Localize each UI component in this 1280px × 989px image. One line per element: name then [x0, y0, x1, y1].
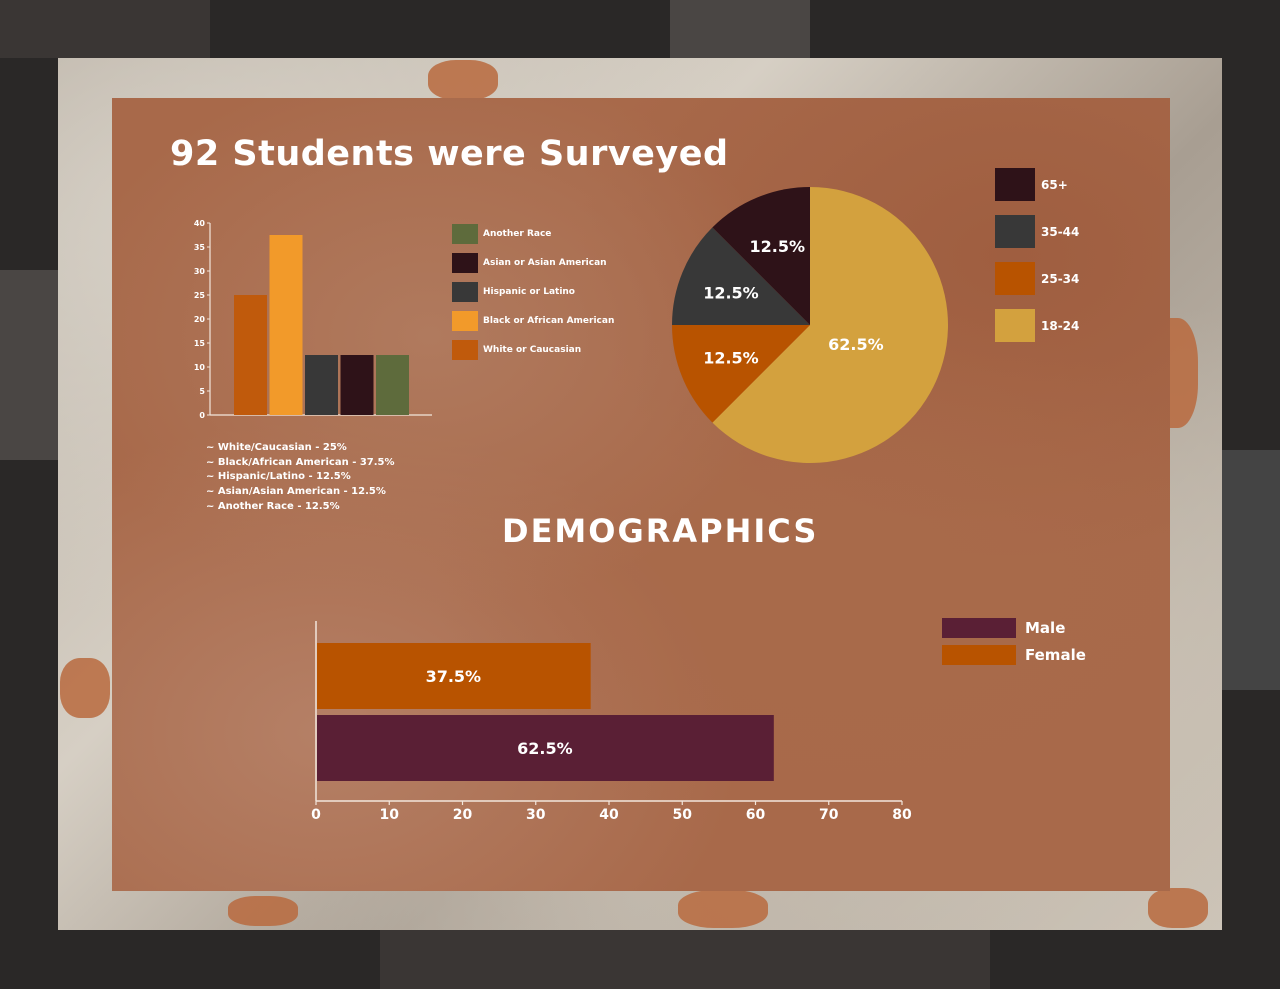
legend-item: White or Caucasian [452, 340, 581, 360]
legend-label: 35-44 [1041, 224, 1080, 239]
background-strip [0, 0, 210, 58]
background-strip [1222, 450, 1280, 690]
race-note: ~ Another Race - 12.5% [206, 500, 340, 512]
legend-item: Hispanic or Latino [452, 282, 575, 302]
y-tick-label: 40 [194, 219, 206, 228]
bar-black-or-african-american [269, 235, 303, 415]
bar-male [317, 715, 774, 781]
marble-vein [1148, 888, 1208, 928]
y-tick-label: 15 [194, 339, 206, 348]
marble-vein [428, 60, 498, 100]
y-tick-label: 20 [194, 315, 206, 324]
x-tick-label: 60 [746, 807, 766, 823]
race-notes: ~ White/Caucasian - 25% ~ Black/African … [206, 441, 395, 515]
y-tick-label: 25 [194, 291, 206, 300]
legend-swatch [452, 340, 478, 360]
pie-value-label: 12.5% [703, 283, 759, 302]
demographics-heading: DEMOGRAPHICS [502, 512, 819, 550]
pie-value-label: 62.5% [828, 335, 884, 354]
gender-bar-chart: 0 10 20 30 40 50 60 70 80 37.5% 62.5% [311, 621, 912, 823]
y-tick-label: 30 [194, 267, 206, 276]
age-pie-chart: 62.5% 12.5% 12.5% 12.5% [672, 187, 948, 463]
background-strip [380, 930, 990, 989]
legend-swatch [995, 262, 1035, 295]
legend-label: Another Race [483, 229, 552, 239]
x-tick-label: 70 [819, 807, 839, 823]
legend-swatch [452, 311, 478, 331]
marble-vein [60, 658, 110, 718]
page-title: 92 Students were Surveyed [170, 134, 729, 174]
legend-item: Female [942, 645, 1086, 665]
x-tick-label: 20 [453, 807, 473, 823]
pie-slice-25-34 [672, 325, 810, 423]
legend-swatch [452, 282, 478, 302]
age-legend: 65+ 35-44 25-34 18-24 [995, 168, 1115, 348]
legend-label: 25-34 [1041, 271, 1080, 286]
pie-slice-65plus [712, 187, 810, 325]
legend-label: Black or African American [483, 316, 615, 326]
legend-swatch [452, 253, 478, 273]
legend-label: Asian or Asian American [483, 258, 607, 268]
race-note: ~ Black/African American - 37.5% [206, 456, 395, 468]
marble-vein [678, 890, 768, 928]
x-tick-label: 50 [673, 807, 693, 823]
x-tick-label: 30 [526, 807, 546, 823]
y-tick-label: 35 [194, 243, 206, 252]
legend-item: Black or African American [452, 311, 614, 331]
legend-swatch [995, 309, 1035, 342]
bar-female [317, 643, 591, 709]
bar-asian-or-asian-american [340, 355, 374, 415]
x-tick-label: 10 [380, 807, 400, 823]
legend-swatch [452, 224, 478, 244]
pie-value-label: 12.5% [749, 237, 805, 256]
gender-legend: Male Female [942, 618, 1112, 678]
legend-label: 65+ [1041, 177, 1068, 192]
x-tick-label: 0 [311, 807, 321, 823]
pie-slice-35-44 [672, 227, 810, 325]
bar-white-or-caucasian [234, 295, 267, 415]
legend-swatch [942, 645, 1016, 665]
x-tick-label: 40 [599, 807, 619, 823]
background-strip [0, 270, 58, 460]
legend-swatch [942, 618, 1016, 638]
legend-label: Hispanic or Latino [483, 287, 575, 297]
legend-item: Another Race [452, 224, 551, 244]
legend-item: 35-44 [995, 215, 1079, 248]
pie-slice-18-24 [712, 187, 948, 463]
background-strip [670, 0, 810, 58]
marble-vein [228, 896, 298, 926]
x-tick-label: 80 [892, 807, 912, 823]
y-tick-label: 5 [199, 387, 205, 396]
race-note: ~ White/Caucasian - 25% [206, 442, 347, 453]
legend-item: Asian or Asian American [452, 253, 607, 273]
legend-item: 18-24 [995, 309, 1079, 342]
race-note: ~ Asian/Asian American - 12.5% [206, 486, 386, 498]
race-bar-chart: 0 5 10 15 20 25 30 35 40 [194, 219, 432, 420]
y-tick-label: 0 [199, 411, 205, 420]
y-tick-label: 10 [194, 363, 206, 372]
legend-item: Male [942, 618, 1065, 638]
legend-label: Male [1025, 619, 1066, 637]
bar-value-label: 37.5% [426, 667, 482, 686]
race-note: ~ Hispanic/Latino - 12.5% [206, 471, 351, 483]
bar-value-label: 62.5% [517, 739, 573, 758]
legend-item: 25-34 [995, 262, 1079, 295]
bar-another-race [376, 355, 409, 415]
bar-hispanic-or-latino [305, 355, 338, 415]
legend-swatch [995, 168, 1035, 201]
legend-swatch [995, 215, 1035, 248]
legend-label: Female [1025, 646, 1086, 664]
legend-label: 18-24 [1041, 318, 1080, 333]
legend-label: White or Caucasian [483, 345, 582, 355]
pie-value-label: 12.5% [703, 349, 759, 368]
race-legend: Another Race Asian or Asian American Hispa… [452, 224, 652, 364]
legend-item: 65+ [995, 168, 1068, 201]
